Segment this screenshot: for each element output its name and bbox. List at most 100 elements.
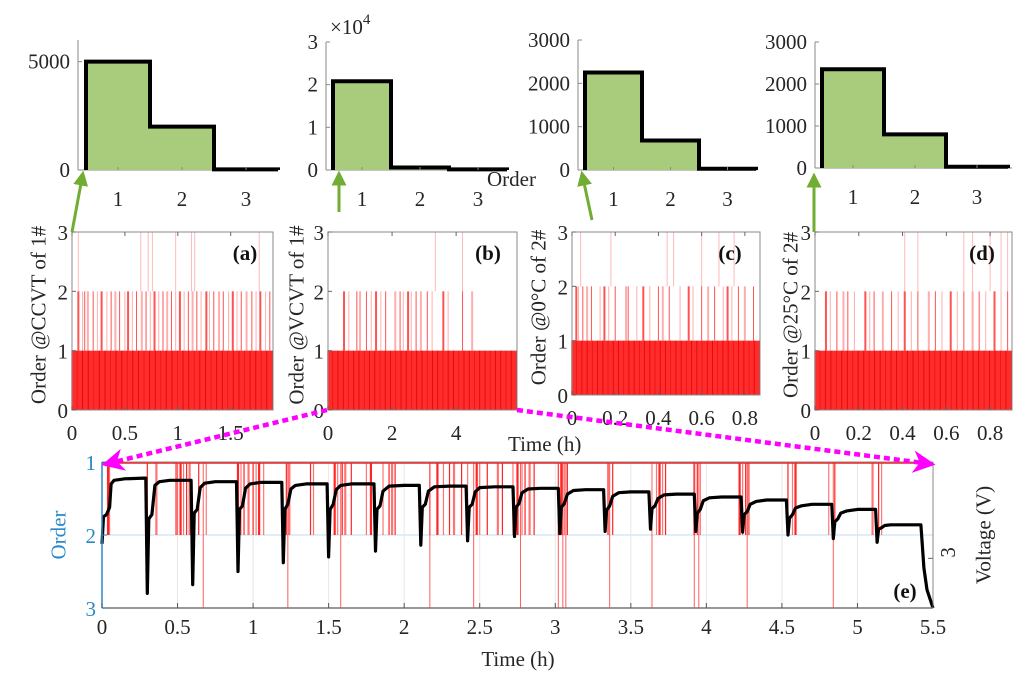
x-tick-label: 3 bbox=[972, 185, 983, 209]
panel-label: (a) bbox=[233, 241, 258, 265]
histogram-bar bbox=[86, 61, 150, 170]
x-tick-label: 3 bbox=[722, 187, 733, 211]
x-tick-label: 3 bbox=[550, 615, 561, 639]
panel-label: (c) bbox=[718, 241, 741, 265]
histogram-bar bbox=[333, 81, 391, 170]
y-tick-label: 0 bbox=[314, 399, 325, 423]
order-1-band bbox=[328, 350, 517, 410]
y-tick-label: 1 bbox=[314, 340, 325, 364]
y-axis-label: Order @CCVT of 1# bbox=[26, 225, 50, 404]
x-tick-label: 3 bbox=[473, 187, 484, 211]
x-tick-label: 0.8 bbox=[732, 406, 758, 430]
y-tick-label: 0 bbox=[558, 384, 569, 408]
histogram-outline bbox=[820, 67, 1010, 169]
y-tick-label: 2 bbox=[801, 280, 812, 304]
plot-frame bbox=[71, 231, 274, 411]
exponent-label: ×104 bbox=[330, 12, 371, 39]
x-tick-label: 2 bbox=[399, 615, 410, 639]
y-tick-label: 0 bbox=[797, 156, 808, 180]
x-tick-label: 4.5 bbox=[769, 615, 795, 639]
y-tick-label: 5000 bbox=[28, 50, 70, 74]
x-tick-label: 2.5 bbox=[467, 615, 493, 639]
y-tick-label: 1 bbox=[308, 115, 319, 139]
x-tick-label: 2 bbox=[665, 187, 676, 211]
y-tick-label: 3 bbox=[314, 221, 325, 245]
voltage-line bbox=[100, 476, 935, 609]
x-tick-label: 0 bbox=[67, 421, 78, 445]
histogram-c: 0 1000 2000 3000 1 2 3 bbox=[528, 28, 758, 211]
y-tick-label: 0 bbox=[308, 158, 319, 182]
right-y-tick-label: 3 bbox=[936, 547, 960, 558]
plot-frame bbox=[814, 231, 1013, 411]
x-tick-label: 2 bbox=[177, 187, 188, 211]
histogram-b: 0 1 2 3 1 2 3 ×104 bbox=[308, 12, 509, 211]
x-tick-label: 0.8 bbox=[977, 421, 1003, 445]
x-tick-label: 3.5 bbox=[618, 615, 644, 639]
exponent-superscript: 4 bbox=[363, 12, 371, 28]
x-tick-label: 2 bbox=[415, 187, 426, 211]
y-tick-label: 1 bbox=[801, 340, 812, 364]
histogram-bar bbox=[884, 134, 946, 168]
histogram-outline bbox=[583, 70, 758, 171]
x-tick-label: 0.5 bbox=[164, 615, 190, 639]
x-tick-label: 0 bbox=[97, 615, 108, 639]
green-arrow-c bbox=[577, 170, 594, 221]
y-tick-label: 0 bbox=[58, 399, 69, 423]
x-tick-label: 0.5 bbox=[112, 421, 138, 445]
x-tick-label: 5 bbox=[852, 615, 863, 639]
panel-label: (b) bbox=[475, 241, 501, 265]
histogram-outline bbox=[84, 59, 280, 172]
x-tick-label: 1 bbox=[248, 615, 259, 639]
y-tick-label: 3000 bbox=[765, 30, 807, 54]
y-axis-label: Order @25°C of 2# bbox=[778, 232, 802, 398]
y-tick-label: 2 bbox=[558, 275, 569, 299]
green-arrow-a bbox=[70, 170, 89, 233]
panel-label: (d) bbox=[969, 241, 995, 265]
y-tick-label: 2 bbox=[58, 280, 69, 304]
panel-label: (e) bbox=[893, 579, 916, 603]
y-tick-label: 3000 bbox=[528, 28, 570, 52]
x-tick-label: 5.5 bbox=[920, 615, 946, 639]
y-tick-label: 1000 bbox=[528, 115, 570, 139]
histogram-bar bbox=[585, 72, 642, 170]
y-tick-label: 3 bbox=[58, 221, 69, 245]
y-tick-label: 3 bbox=[308, 30, 319, 54]
x-tick-label: 0.2 bbox=[846, 421, 872, 445]
x-tick-label: 0 bbox=[323, 421, 334, 445]
right-y-axis-label: Voltage (V) bbox=[971, 486, 995, 584]
x-tick-label: 1.5 bbox=[316, 615, 342, 639]
y-tick-label: 0 bbox=[560, 158, 571, 182]
plot-frame bbox=[327, 231, 518, 411]
x-tick-label: 0.6 bbox=[933, 421, 959, 445]
y-tick-label: 3 bbox=[801, 221, 812, 245]
x-tick-label: 1 bbox=[608, 187, 619, 211]
order-panel-d: 0 1 2 3 0 0.2 0.4 0.6 0.8 (d) Order @25°C of 2# bbox=[778, 221, 1013, 445]
histogram-bar bbox=[642, 140, 699, 170]
y-tick-label: 1 bbox=[558, 330, 569, 354]
histogram-a: 0 5000 1 2 3 bbox=[28, 40, 280, 211]
y-tick-label: 0 bbox=[801, 399, 812, 423]
histogram-bar bbox=[150, 126, 214, 170]
y-tick-label: 2 bbox=[308, 73, 319, 97]
y-axis-label: Order @VCVT of 1# bbox=[284, 225, 308, 405]
x-tick-label: 4 bbox=[451, 421, 462, 445]
y-tick-label: 2000 bbox=[765, 72, 807, 96]
x-tick-label: 3 bbox=[241, 187, 252, 211]
plot-frame bbox=[571, 231, 761, 396]
y-axis-label: Order @0°C of 2# bbox=[526, 229, 550, 385]
x-axis-label: Time (h) bbox=[481, 647, 554, 671]
y-tick-label: 3 bbox=[86, 597, 97, 621]
x-tick-label: 0.4 bbox=[889, 421, 916, 445]
y-tick-label: 1 bbox=[86, 451, 97, 475]
magenta-zoom-arrow-left bbox=[101, 407, 328, 471]
x-tick-label: 0.6 bbox=[689, 406, 715, 430]
histogram-bar bbox=[822, 69, 884, 168]
x-tick-label: 1 bbox=[113, 187, 124, 211]
x-tick-label: 0 bbox=[810, 421, 821, 445]
left-y-axis-label: Order bbox=[46, 511, 70, 560]
y-tick-label: 0 bbox=[60, 158, 71, 182]
